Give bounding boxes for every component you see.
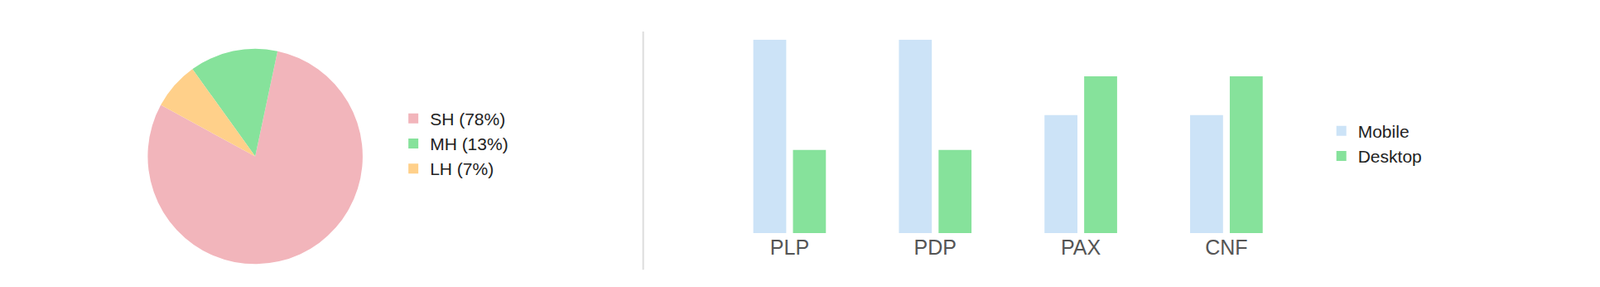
svg-text:SH (78%): SH (78%) [429,109,506,129]
svg-text:PLP: PLP [770,235,810,259]
svg-text:Desktop: Desktop [1358,146,1422,166]
svg-text:LH (7%): LH (7%) [429,159,494,179]
svg-text:CNF: CNF [1204,235,1248,259]
svg-text:PDP: PDP [914,235,957,259]
svg-text:Mobile: Mobile [1358,121,1410,141]
svg-text:PAX: PAX [1060,235,1101,259]
svg-text:MH (13%): MH (13%) [429,134,509,154]
